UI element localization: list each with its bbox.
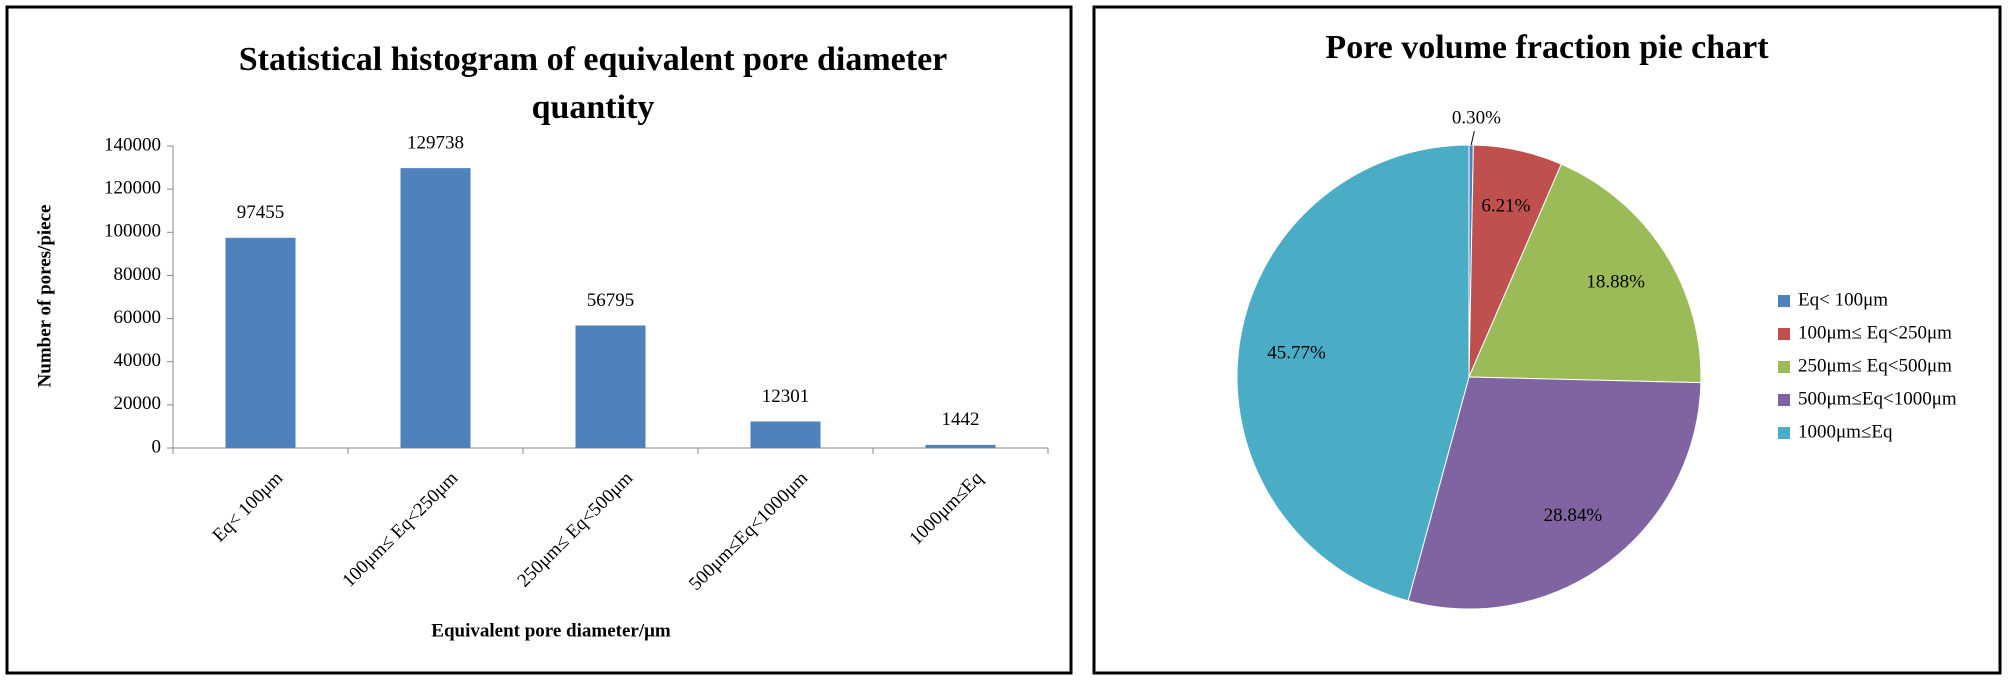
x-tick-label: 250μm≤ Eq<500μm bbox=[513, 468, 637, 592]
y-tick-label: 0 bbox=[152, 436, 162, 457]
legend-marker bbox=[1778, 361, 1790, 373]
x-axis-label: Equivalent pore diameter/μm bbox=[431, 620, 671, 641]
y-tick-label: 120000 bbox=[104, 178, 161, 199]
legend-label: 100μm≤ Eq<250μm bbox=[1798, 322, 1952, 343]
bar bbox=[575, 325, 646, 448]
data-label: 97455 bbox=[237, 202, 285, 223]
x-tick-label: 500μm≤Eq<1000μm bbox=[685, 468, 812, 595]
bar bbox=[750, 421, 821, 448]
pie-slice bbox=[1468, 163, 1702, 384]
data-label: 6.21% bbox=[1481, 195, 1530, 216]
data-label: 18.88% bbox=[1586, 272, 1645, 293]
y-tick-label: 100000 bbox=[104, 221, 161, 242]
data-label: 1442 bbox=[942, 409, 980, 430]
chart-title: Pore volume fraction pie chart bbox=[1325, 29, 1769, 66]
pie-slice bbox=[1236, 144, 1470, 602]
y-axis-label: Number of pores/piece bbox=[34, 205, 55, 388]
data-label: 12301 bbox=[762, 386, 810, 407]
legend-marker bbox=[1778, 394, 1790, 406]
y-tick-label: 60000 bbox=[114, 307, 162, 328]
panel-frame bbox=[5, 5, 1073, 675]
legend-label: Eq< 100μm bbox=[1798, 289, 1888, 310]
legend-marker bbox=[1778, 427, 1790, 439]
pie-slice bbox=[1407, 376, 1702, 610]
data-label: 56795 bbox=[587, 290, 635, 311]
panel-frame bbox=[1092, 5, 2002, 675]
legend-label: 1000μm≤Eq bbox=[1798, 421, 1893, 442]
x-tick-label: Eq< 100μm bbox=[209, 468, 288, 547]
y-tick-label: 80000 bbox=[114, 264, 162, 285]
y-tick-label: 20000 bbox=[114, 393, 162, 414]
data-label: 129738 bbox=[407, 132, 464, 153]
data-label: 45.77% bbox=[1267, 342, 1326, 363]
bar bbox=[400, 168, 471, 448]
y-tick-label: 140000 bbox=[104, 134, 161, 155]
chart-title: Statistical histogram of equivalent pore… bbox=[238, 41, 948, 126]
x-tick-label: 100μm≤ Eq<250μm bbox=[338, 468, 462, 592]
data-label: 28.84% bbox=[1544, 505, 1603, 526]
bar bbox=[225, 237, 296, 448]
leader-line bbox=[1470, 130, 1475, 146]
legend-marker bbox=[1778, 328, 1790, 340]
y-tick-label: 40000 bbox=[114, 350, 162, 371]
data-label: 0.30% bbox=[1452, 107, 1501, 128]
legend-label: 250μm≤ Eq<500μm bbox=[1798, 355, 1952, 376]
x-tick-label: 1000μm≤Eq bbox=[905, 467, 987, 549]
legend-label: 500μm≤Eq<1000μm bbox=[1798, 388, 1957, 409]
bar bbox=[925, 444, 996, 448]
legend-marker bbox=[1778, 295, 1790, 307]
